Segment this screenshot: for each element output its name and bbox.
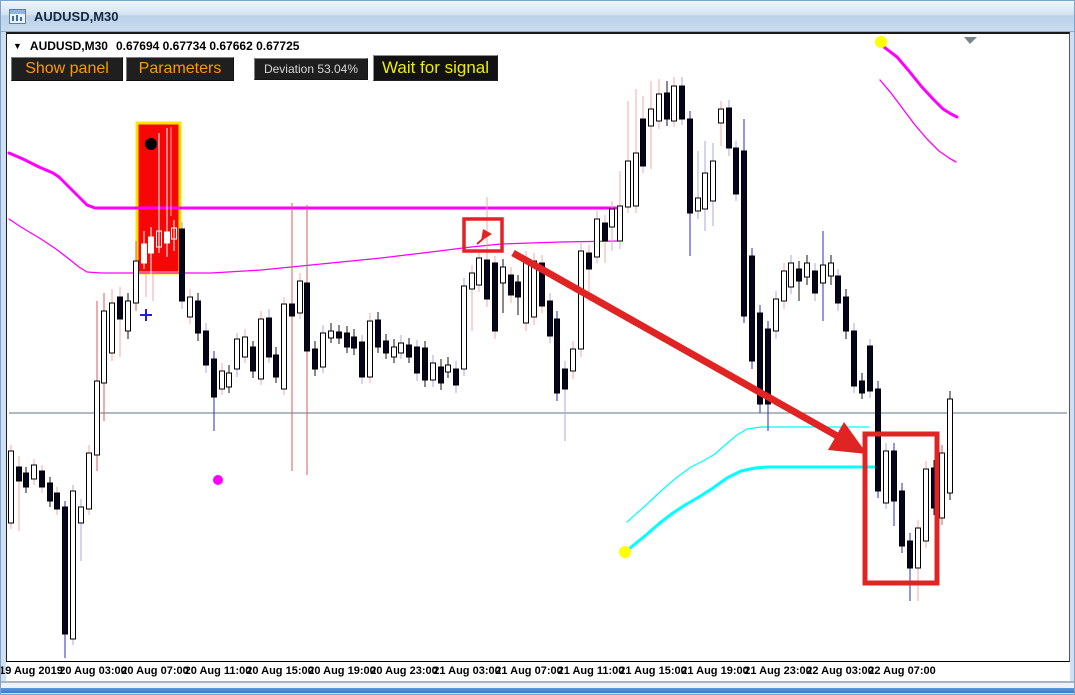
window-title-bar[interactable]: AUDUSD,M30 — [1, 1, 1074, 32]
frame-divider — [1, 681, 1074, 683]
quote-bar: ▼ AUDUSD,M30 0.67694 0.67734 0.67662 0.6… — [13, 39, 299, 53]
show-panel-button[interactable]: Show panel — [11, 57, 123, 81]
chart-window-icon — [9, 8, 26, 24]
time-axis-label: 21 Aug 19:00 — [681, 665, 749, 677]
target-highlight-box — [862, 431, 940, 586]
time-axis-label: 19 Aug 2019 — [0, 665, 63, 677]
deviation-readout: Deviation 53.04% — [254, 58, 368, 80]
signal-status-badge: Wait for signal — [373, 55, 498, 81]
time-axis-label: 20 Aug 11:00 — [184, 665, 252, 677]
window-title: AUDUSD,M30 — [34, 8, 119, 24]
parameters-button[interactable]: Parameters — [126, 57, 234, 81]
quote-symbol: AUDUSD,M30 — [29, 39, 108, 53]
yellow-dot-marker — [875, 36, 887, 48]
time-axis-label: 22 Aug 07:00 — [868, 665, 936, 677]
time-axis-label: 20 Aug 23:00 — [370, 665, 438, 677]
time-axis-label: 21 Aug 15:00 — [619, 665, 687, 677]
time-axis-label: 21 Aug 03:00 — [433, 665, 501, 677]
magenta-dot-marker — [213, 475, 223, 485]
time-axis-label: 21 Aug 23:00 — [744, 665, 812, 677]
time-axis-label: 20 Aug 15:00 — [246, 665, 314, 677]
time-axis: 19 Aug 2019 20 Aug 03:00 20 Aug 07:00 20 Au… — [1, 662, 1070, 681]
frame-strip — [1, 683, 1074, 688]
frame-blue-stripe — [1, 688, 1074, 693]
black-dot-marker — [145, 138, 157, 150]
time-axis-label: 20 Aug 07:00 — [121, 665, 189, 677]
time-axis-label: 21 Aug 07:00 — [495, 665, 563, 677]
quote-ohlc: 0.67694 0.67734 0.67662 0.67725 — [115, 39, 300, 53]
quote-expander-icon[interactable]: ▼ — [13, 41, 22, 51]
time-axis-label: 20 Aug 19:00 — [308, 665, 376, 677]
yellow-dot-marker — [619, 546, 631, 558]
time-axis-label: 20 Aug 03:00 — [59, 665, 127, 677]
time-axis-label: 22 Aug 03:00 — [806, 665, 874, 677]
entry-highlight-box — [462, 217, 504, 253]
chart-panel — [6, 32, 1070, 662]
time-axis-label: 21 Aug 11:00 — [557, 665, 625, 677]
